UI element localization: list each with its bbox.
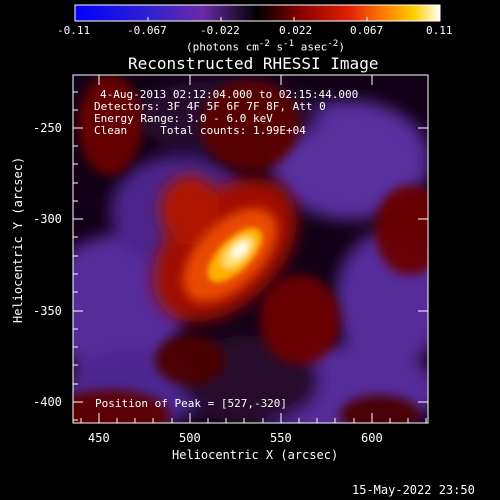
colorbar-tick-label: -0.11 [57, 24, 91, 37]
x-tick-label: 550 [270, 431, 292, 445]
colorbar-tick-label: 0.11 [426, 24, 453, 37]
rhessi-image [73, 75, 428, 423]
colorbar-tick-label: 0.067 [350, 24, 384, 37]
detectors-annotation: Detectors: 3F 4F 5F 6F 7F 8F, Att 0 [94, 100, 326, 113]
colorbar-ticks [74, 17, 441, 21]
x-axis-ticks [98, 75, 373, 423]
y-axis-label: Heliocentric Y (arcsec) [11, 156, 25, 323]
footer-timestamp: 15-May-2022 23:50 [352, 483, 475, 497]
time-range-annotation: 4-Aug-2013 02:12:04.000 to 02:15:44.000 [100, 88, 359, 101]
x-tick-label: 500 [179, 431, 201, 445]
colorbar-tick-label: 0.022 [279, 24, 313, 37]
y-tick-label: -400 [33, 395, 62, 409]
energy-range-annotation: Energy Range: 3.0 - 6.0 keV [94, 112, 273, 125]
y-tick-label: -300 [33, 212, 62, 226]
colorbar-tick-label: -0.022 [200, 24, 240, 37]
colorbar-units: (photons cm-2 s-1 asec-2) [186, 38, 345, 54]
plot-frame [72, 74, 429, 424]
y-axis-ticks [73, 127, 428, 403]
x-axis-label: Heliocentric X (arcsec) [172, 448, 339, 462]
plot-title: Reconstructed RHESSI Image [128, 54, 379, 73]
y-tick-label: -250 [33, 121, 62, 135]
x-tick-label: 600 [361, 431, 383, 445]
x-axis-minor-ticks [80, 418, 427, 423]
colorbar [74, 4, 441, 22]
y-tick-label: -350 [33, 304, 62, 318]
colorbar-tick-label: -0.067 [127, 24, 167, 37]
x-tick-label: 450 [88, 431, 110, 445]
peak-position-annotation: Position of Peak = [527,-320] [95, 397, 288, 410]
clean-counts-annotation: Clean Total counts: 1.99E+04 [94, 124, 306, 137]
y-axis-minor-ticks [73, 91, 78, 421]
